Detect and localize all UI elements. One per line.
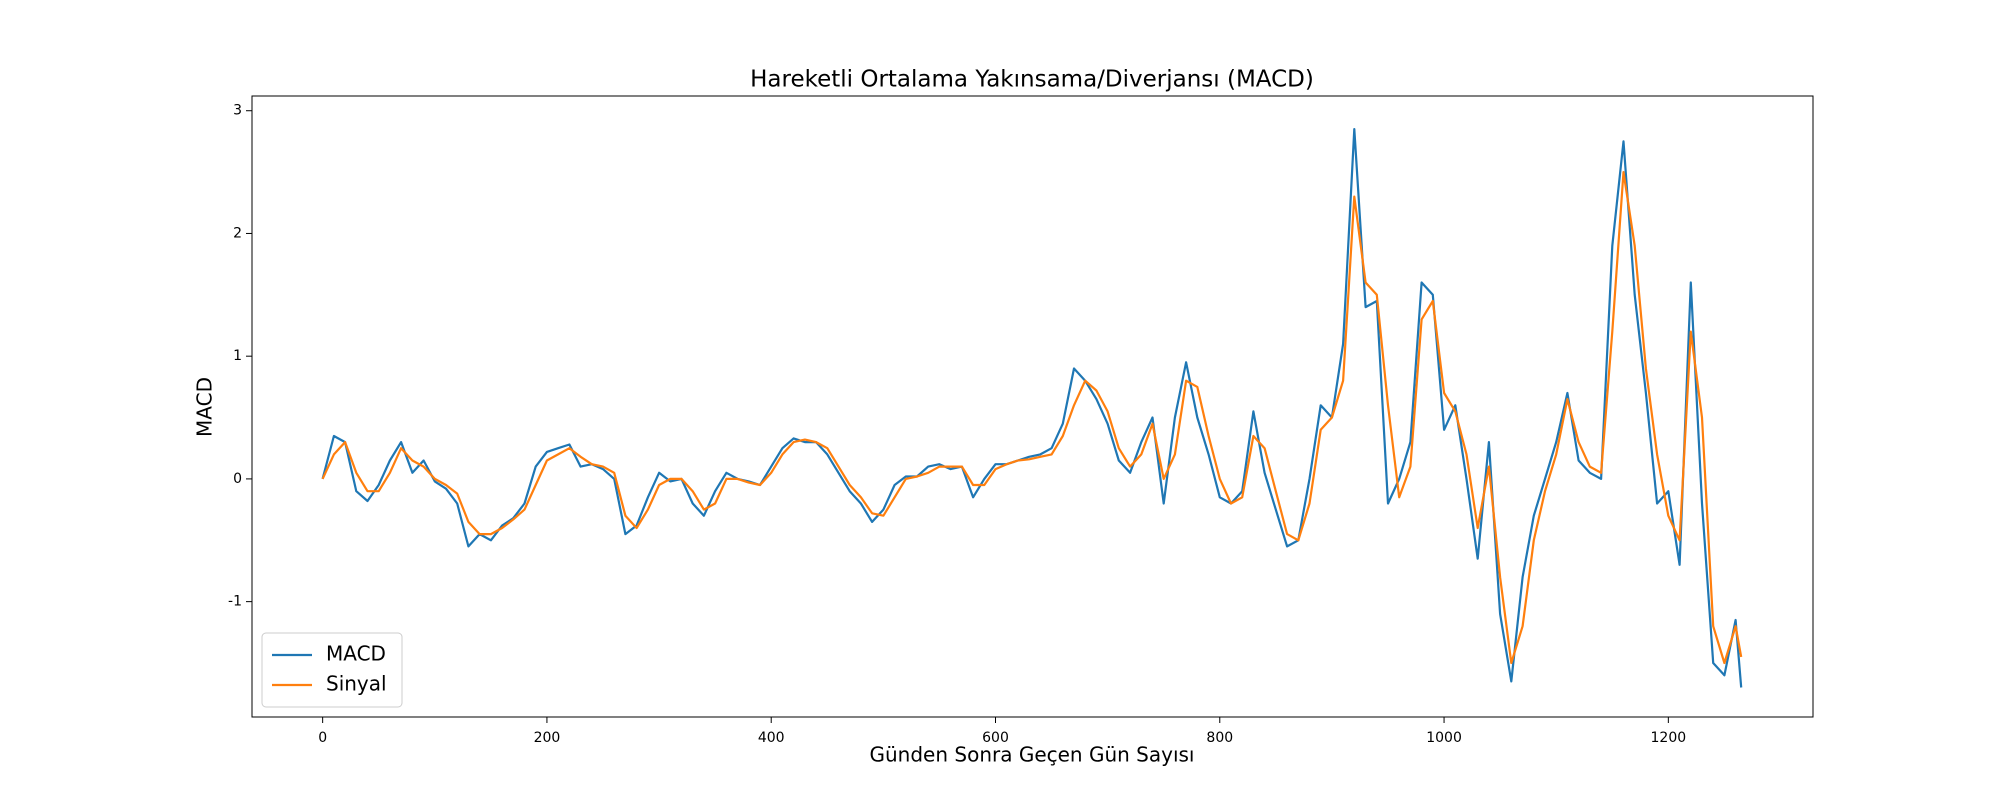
x-tick-label: 600 [982,730,1009,746]
x-tick-label: 800 [1206,730,1233,746]
legend: MACD Sinyal [261,632,403,708]
x-tick-label: 400 [758,730,785,746]
legend-label: MACD [326,642,386,666]
chart-title: Hareketli Ortalama Yakınsama/Diverjansı … [750,67,1314,93]
x-axis-label: Günden Sonra Geçen Gün Sayısı [870,743,1195,767]
x-tick-label: 1000 [1426,730,1462,746]
x-tick-label: 1200 [1651,730,1687,746]
legend-box [261,632,403,708]
y-tick-label: 3 [233,103,242,119]
y-tick-label: 2 [233,225,242,241]
series-line [321,128,1743,688]
series-line [321,171,1743,665]
plot-frame [251,95,1814,718]
y-tick-label: -1 [228,594,242,610]
legend-label: Sinyal [326,672,387,696]
x-tick-label: 200 [534,730,561,746]
x-tick-label: 0 [318,730,327,746]
y-axis-label: MACD [193,377,217,437]
y-tick-label: 1 [233,348,242,364]
y-tick-label: 0 [233,471,242,487]
